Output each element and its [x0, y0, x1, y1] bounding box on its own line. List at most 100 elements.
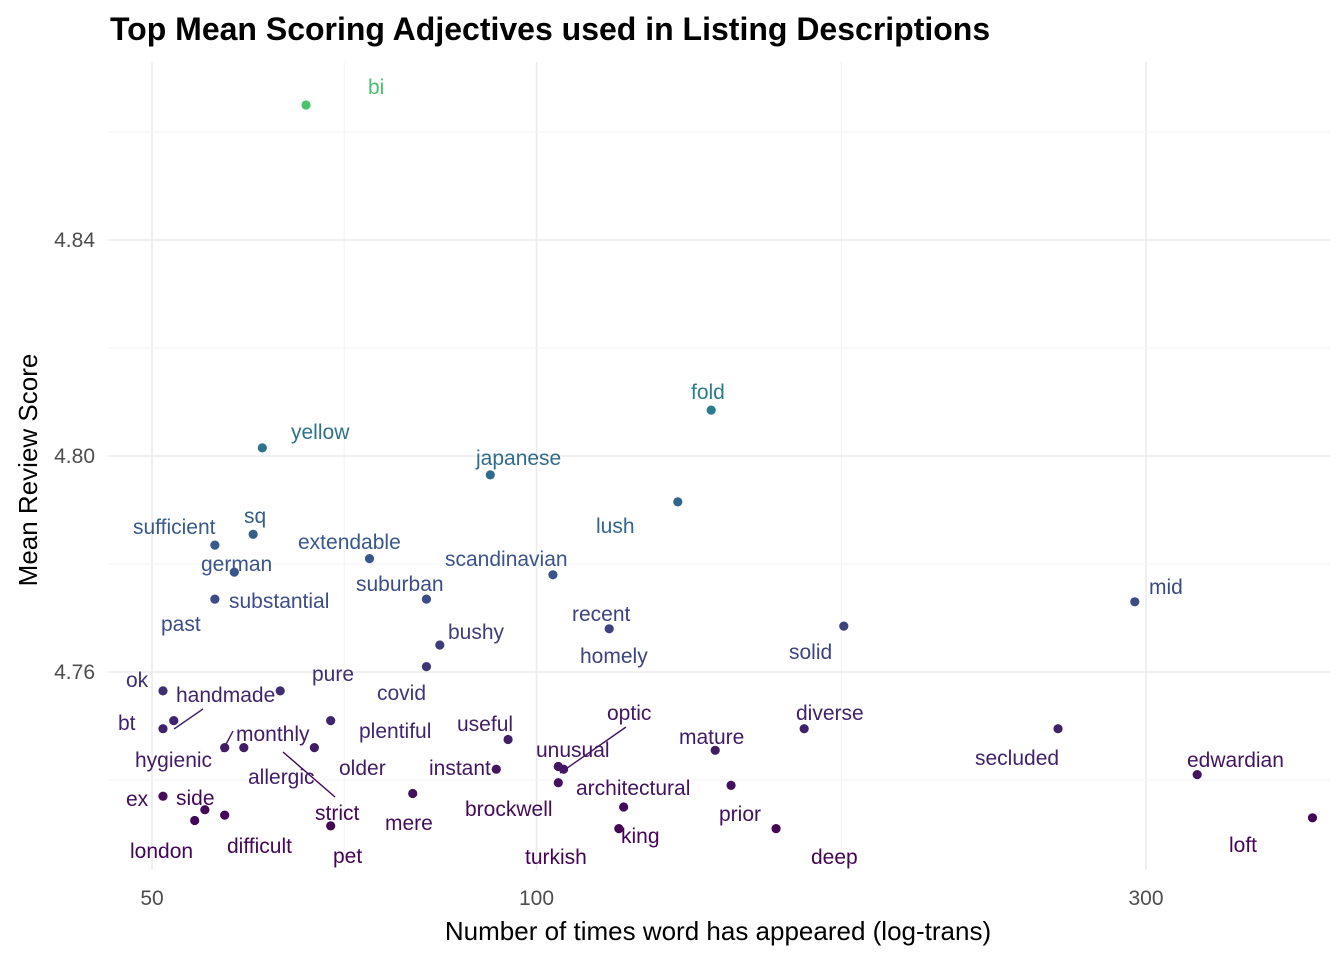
point-substantial: [210, 594, 220, 604]
point-label-ex: ex: [126, 788, 149, 811]
x-tick-label: 100: [519, 887, 554, 910]
point-label-bi: bi: [368, 76, 384, 99]
point-recent: [604, 624, 614, 634]
point-label-turkish: turkish: [525, 846, 587, 869]
y-axis-title: Mean Review Score: [13, 354, 43, 587]
point-label-strict: strict: [315, 802, 359, 825]
point-label-german: german: [201, 553, 272, 576]
point-fold: [706, 405, 716, 415]
point-label-solid: solid: [789, 641, 832, 664]
point-label-prior: prior: [719, 803, 761, 826]
leader-line-handmade: [173, 708, 204, 730]
point-older: [309, 743, 319, 753]
point-brockwell: [619, 802, 629, 812]
point-labels: bi fold yellow japanese lush sq sufficient exte…: [118, 76, 1284, 869]
point-bushy: [435, 640, 445, 650]
point-sufficient: [210, 540, 220, 550]
point-plentiful: [326, 716, 336, 726]
point-label-instant: instant: [429, 757, 491, 780]
point-label-plentiful: plentiful: [359, 720, 431, 743]
point-deep: [771, 824, 781, 834]
point-handmade: [169, 716, 179, 726]
point-strict: [326, 821, 336, 831]
x-tick-label: 50: [140, 887, 163, 910]
point-label-pure: pure: [312, 663, 354, 686]
point-label-bushy: bushy: [448, 621, 505, 644]
point-bi: [301, 100, 311, 110]
point-label-side: side: [176, 787, 215, 810]
y-axis-ticks: 4.76 4.80 4.84: [54, 229, 95, 684]
point-label-london: london: [130, 840, 193, 863]
point-label-sq: sq: [244, 505, 266, 528]
chart-title: Top Mean Scoring Adjectives used in List…: [110, 11, 990, 47]
point-king: [614, 824, 624, 834]
grid-lines: [108, 62, 1330, 870]
point-mere: [408, 788, 418, 799]
point-yellow: [257, 443, 267, 453]
point-label-secluded: secluded: [975, 747, 1059, 770]
point-optic: [558, 764, 569, 774]
y-tick-label: 4.76: [54, 661, 95, 684]
point-label-mid: mid: [1149, 576, 1183, 599]
y-tick-label: 4.84: [54, 229, 95, 252]
point-ex: [158, 791, 168, 801]
point-label-mere: mere: [385, 812, 433, 835]
point-label-past: past: [161, 613, 201, 636]
point-label-sufficient: sufficient: [133, 516, 216, 539]
point-mid: [1130, 597, 1140, 607]
point-loft: [1307, 813, 1318, 823]
point-label-loft: loft: [1229, 834, 1257, 857]
point-label-difficult: difficult: [227, 835, 292, 858]
point-label-older: older: [339, 757, 386, 780]
point-label-extendable: extendable: [298, 531, 401, 554]
point-label-suburban: suburban: [356, 573, 444, 596]
point-label-yellow: yellow: [291, 421, 350, 444]
point-difficult: [220, 810, 230, 820]
point-label-recent: recent: [572, 603, 631, 626]
point-label-scandinavian: scandinavian: [445, 548, 568, 571]
point-label-diverse: diverse: [796, 702, 864, 725]
point-prior: [726, 780, 736, 791]
point-pure: [275, 686, 285, 696]
point-extendable: [364, 554, 375, 564]
point-scandinavian: [548, 570, 558, 580]
point-sq: [248, 529, 258, 539]
point-label-architectural: architectural: [576, 777, 690, 800]
point-label-homely: homely: [580, 645, 648, 668]
x-tick-label: 300: [1128, 887, 1163, 910]
point-monthly: [239, 743, 249, 753]
data-points: [158, 100, 1318, 834]
x-axis-title: Number of times word has appeared (log-t…: [445, 916, 991, 946]
point-label-pet: pet: [333, 845, 362, 868]
y-tick-label: 4.80: [54, 445, 95, 468]
leader-line-optic: [559, 726, 627, 774]
point-label-mature: mature: [679, 726, 744, 749]
point-japanese: [485, 470, 495, 480]
point-label-monthly: monthly: [236, 723, 310, 746]
point-instant: [491, 764, 501, 774]
point-label-allergic: allergic: [248, 766, 315, 789]
point-side: [200, 805, 210, 815]
point-german: [229, 567, 239, 577]
point-edwardian: [1192, 770, 1202, 780]
point-label-substantial: substantial: [229, 590, 329, 613]
point-label-fold: fold: [691, 381, 725, 404]
point-label-brockwell: brockwell: [465, 798, 553, 821]
point-label-hygienic: hygienic: [135, 749, 212, 772]
point-label-edwardian: edwardian: [1187, 749, 1284, 772]
point-secluded: [1053, 724, 1063, 734]
point-label-deep: deep: [811, 846, 858, 869]
point-label-king: king: [621, 825, 660, 848]
point-suburban: [421, 594, 432, 604]
point-label-lush: lush: [596, 515, 635, 538]
point-bt: [158, 724, 168, 734]
point-lush: [673, 497, 683, 507]
point-london: [190, 815, 200, 826]
point-mature: [710, 745, 720, 755]
point-label-handmade: handmade: [176, 684, 275, 707]
point-hygienic: [220, 743, 230, 753]
point-label-unusual: unusual: [536, 739, 610, 762]
point-solid: [839, 621, 849, 631]
point-label-optic: optic: [607, 702, 651, 725]
